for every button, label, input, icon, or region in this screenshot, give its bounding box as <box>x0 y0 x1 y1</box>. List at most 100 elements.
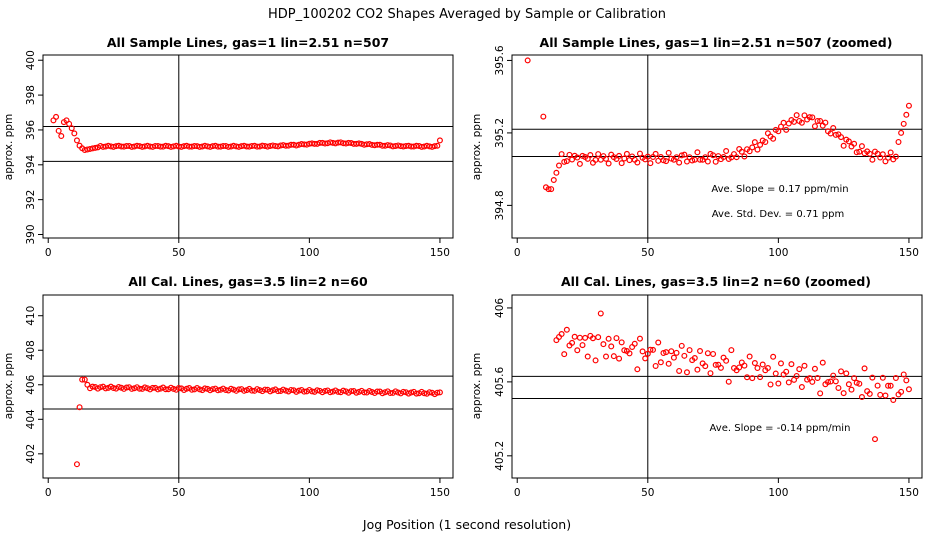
data-point <box>652 150 659 157</box>
data-point <box>196 143 203 150</box>
data-point <box>436 389 443 396</box>
data-point <box>89 145 96 152</box>
data-point <box>175 385 182 392</box>
data-point <box>892 374 899 381</box>
data-point <box>757 374 764 381</box>
data-point <box>421 390 428 397</box>
data-point <box>811 123 818 130</box>
data-point <box>605 160 612 167</box>
data-point <box>436 137 443 144</box>
data-point <box>68 125 75 132</box>
data-point <box>741 153 748 160</box>
data-point <box>783 368 790 375</box>
data-point <box>809 378 816 385</box>
data-point <box>751 360 758 367</box>
x-tick-label: 0 <box>45 247 52 259</box>
data-point <box>665 360 672 367</box>
data-point <box>618 160 625 167</box>
data-point <box>66 120 73 127</box>
data-point <box>81 146 88 153</box>
data-point <box>869 156 876 163</box>
data-point <box>592 357 599 364</box>
data-point <box>725 378 732 385</box>
y-axis-label: approx. ppm <box>471 353 483 419</box>
data-point <box>408 389 415 396</box>
x-tick-label: 100 <box>299 247 319 259</box>
data-point <box>639 348 646 355</box>
data-point <box>413 390 420 397</box>
data-point <box>434 142 441 149</box>
data-point <box>110 143 117 150</box>
data-point <box>717 364 724 371</box>
data-point <box>84 146 91 153</box>
data-point <box>53 113 60 120</box>
data-point <box>704 158 711 165</box>
data-point <box>678 152 685 159</box>
panel-title: All Sample Lines, gas=1 lin=2.51 n=507 (… <box>540 35 893 50</box>
data-point <box>605 335 612 342</box>
data-point <box>128 143 135 150</box>
data-point <box>668 348 675 355</box>
data-point <box>644 350 651 357</box>
data-point <box>311 140 318 147</box>
data-point <box>314 387 321 394</box>
y-tick-label: 395.2 <box>494 118 506 148</box>
data-point <box>811 365 818 372</box>
data-point <box>384 142 391 149</box>
data-point <box>704 350 711 357</box>
data-point <box>201 142 208 149</box>
data-point <box>697 348 704 355</box>
plot-layer: 0 50 100 150 402 404 406 408 410 <box>25 295 453 499</box>
y-tick-label: 408 <box>25 340 37 360</box>
data-point <box>822 119 829 126</box>
data-point <box>553 169 560 176</box>
data-point <box>660 157 667 164</box>
y-tick-label: 392 <box>25 190 37 210</box>
x-tick-label: 50 <box>641 247 654 259</box>
data-point <box>691 355 698 362</box>
data-point <box>898 388 905 395</box>
data-point <box>136 385 143 392</box>
panel-title: All Cal. Lines, gas=3.5 lin=2 n=60 (zoom… <box>561 274 871 289</box>
data-point <box>809 114 816 121</box>
data-point <box>723 357 730 364</box>
data-point <box>248 387 255 394</box>
data-point <box>100 143 107 150</box>
data-point <box>898 129 905 136</box>
data-point <box>188 386 195 393</box>
data-point <box>595 334 602 341</box>
data-point <box>264 143 271 150</box>
data-point <box>723 148 730 155</box>
panel-title: All Sample Lines, gas=1 lin=2.51 n=507 <box>107 35 389 50</box>
data-point <box>241 387 248 394</box>
data-point <box>887 382 894 389</box>
panel-cal-zoom: All Cal. Lines, gas=3.5 lin=2 n=60 (zoom… <box>471 274 923 499</box>
data-point <box>563 326 570 333</box>
data-point <box>866 390 873 397</box>
data-point <box>327 139 334 146</box>
data-point <box>879 151 886 158</box>
data-point <box>141 384 148 391</box>
data-point <box>848 386 855 393</box>
data-point <box>647 346 654 353</box>
data-point <box>853 149 860 156</box>
y-tick-label: 402 <box>25 444 37 464</box>
data-point <box>835 384 842 391</box>
data-point <box>665 149 672 156</box>
data-point <box>209 386 216 393</box>
data-point <box>801 112 808 119</box>
data-point <box>579 342 586 349</box>
data-point <box>134 142 141 149</box>
data-point <box>207 143 214 150</box>
x-tick-label: 150 <box>430 247 450 259</box>
x-tick-label: 50 <box>172 487 185 499</box>
data-point <box>87 145 94 152</box>
data-point <box>780 119 787 126</box>
data-point <box>866 150 873 157</box>
data-point <box>746 353 753 360</box>
x-tick-label: 100 <box>299 487 319 499</box>
data-point <box>431 143 438 150</box>
data-point <box>895 138 902 145</box>
data-point <box>885 382 892 389</box>
